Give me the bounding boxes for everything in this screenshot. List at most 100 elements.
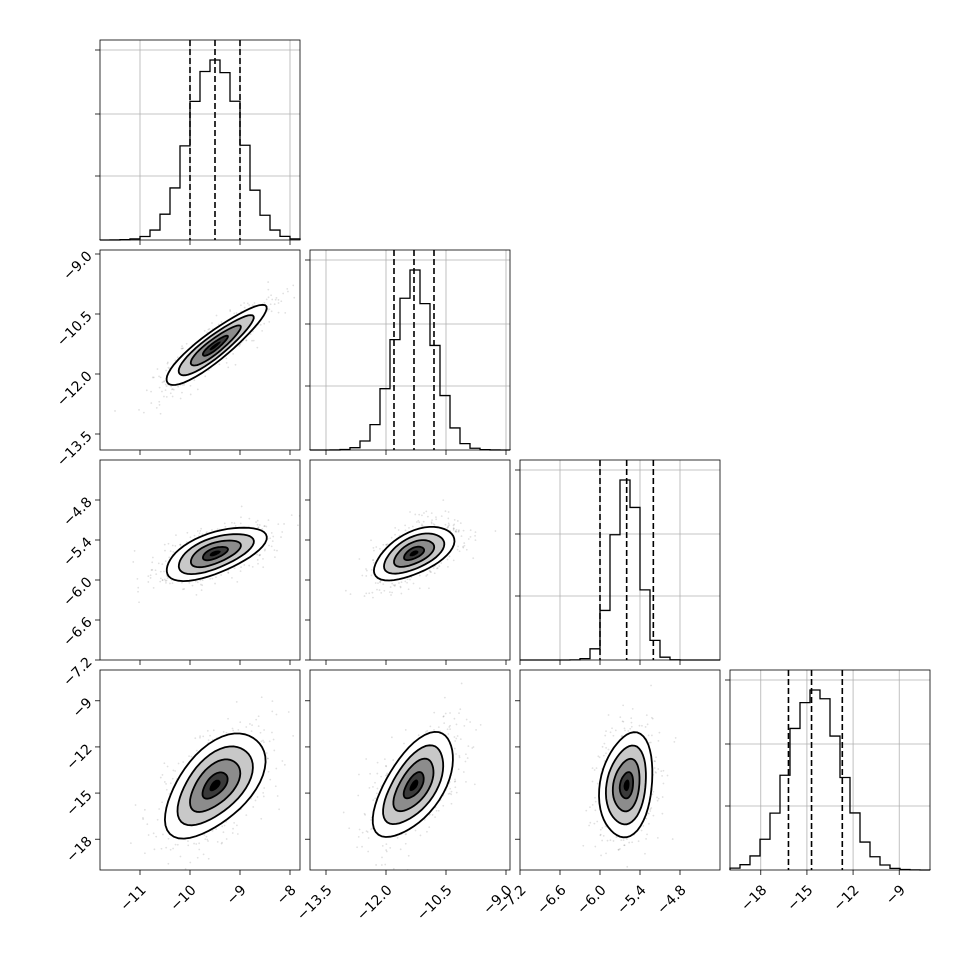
sample-point (257, 725, 260, 727)
sample-point (262, 557, 264, 560)
sample-point (262, 739, 264, 742)
sample-point (171, 777, 174, 780)
sample-point (134, 804, 137, 806)
sample-point (252, 806, 255, 808)
sample-point (622, 839, 625, 842)
sample-point (245, 814, 248, 817)
sample-point (471, 747, 474, 749)
sample-point (428, 826, 431, 828)
panel-frame (99, 669, 301, 871)
sample-point (165, 846, 168, 849)
sample-point (185, 541, 188, 544)
sample-point (171, 388, 174, 390)
sample-point (378, 589, 381, 591)
sample-point (433, 572, 436, 575)
sample-point (652, 790, 655, 793)
sample-point (418, 587, 421, 590)
sample-point (164, 549, 166, 552)
sample-point (406, 578, 409, 581)
sample-point (205, 835, 208, 838)
sample-point (371, 591, 374, 594)
sample-point (415, 521, 418, 523)
sample-point (159, 580, 162, 583)
contour-line (189, 324, 242, 367)
sample-point (143, 808, 146, 811)
sample-point (655, 756, 657, 759)
sample-point (151, 568, 154, 571)
sample-point (412, 582, 415, 585)
sample-point (274, 556, 276, 559)
sample-point (379, 580, 381, 583)
sample-point (363, 812, 366, 815)
sample-point (453, 523, 456, 526)
sample-point (453, 736, 456, 738)
histogram-step (520, 479, 720, 661)
sample-point (365, 575, 368, 577)
sample-point (599, 833, 602, 836)
sample-point (656, 836, 659, 839)
sample-point (473, 783, 476, 786)
contour-line (177, 533, 255, 576)
sample-point (623, 727, 626, 730)
sample-point (163, 380, 166, 382)
sample-point (254, 799, 257, 802)
sample-point (620, 839, 623, 842)
sample-point (662, 782, 665, 785)
sample-point (237, 729, 240, 731)
sample-point (261, 329, 264, 332)
sample-point (243, 306, 246, 309)
panel-frame (99, 39, 301, 241)
sample-point (158, 386, 161, 389)
sample-point (650, 807, 653, 809)
sample-point (211, 577, 214, 580)
sample-point (215, 314, 218, 317)
sample-point (196, 856, 199, 859)
sample-point (454, 740, 457, 742)
sample-point (284, 311, 287, 314)
sample-point (435, 516, 437, 519)
sample-point (629, 727, 632, 730)
sample-point (232, 827, 234, 830)
sample-point (658, 731, 661, 734)
sample-point (442, 804, 445, 807)
sample-point (240, 505, 243, 508)
sample-point (417, 734, 420, 737)
sample-point (630, 717, 633, 720)
sample-point (181, 345, 183, 348)
sample-point (673, 740, 676, 743)
sample-point (374, 797, 377, 800)
sample-point (460, 535, 463, 538)
sample-point (227, 571, 230, 574)
sample-point (469, 535, 472, 538)
sample-point (463, 724, 466, 727)
sample-point (156, 368, 159, 370)
sample-point (220, 842, 223, 845)
sample-point (425, 731, 427, 733)
x-tick-label: −11 (117, 882, 149, 914)
sample-point (457, 545, 459, 548)
sample-point (256, 519, 259, 522)
sample-point (227, 366, 230, 369)
sample-point (136, 577, 139, 580)
sample-point (612, 840, 615, 842)
sample-point (240, 304, 242, 307)
sample-point (614, 729, 617, 732)
sample-point (435, 809, 438, 812)
sample-point (167, 837, 170, 840)
contour-line (189, 758, 242, 813)
sample-point (365, 592, 368, 595)
sample-point (171, 388, 173, 391)
sample-point (407, 854, 410, 857)
sample-point (380, 775, 383, 778)
sample-point (591, 804, 594, 806)
sample-point (645, 714, 648, 717)
histogram-step (729, 689, 931, 871)
sample-point (456, 548, 459, 551)
sample-point (649, 741, 652, 744)
sample-point (163, 380, 165, 383)
sample-point (248, 525, 250, 528)
sample-point (404, 729, 407, 731)
sample-point (370, 574, 373, 577)
sample-point (232, 353, 235, 355)
sample-point (456, 735, 459, 737)
